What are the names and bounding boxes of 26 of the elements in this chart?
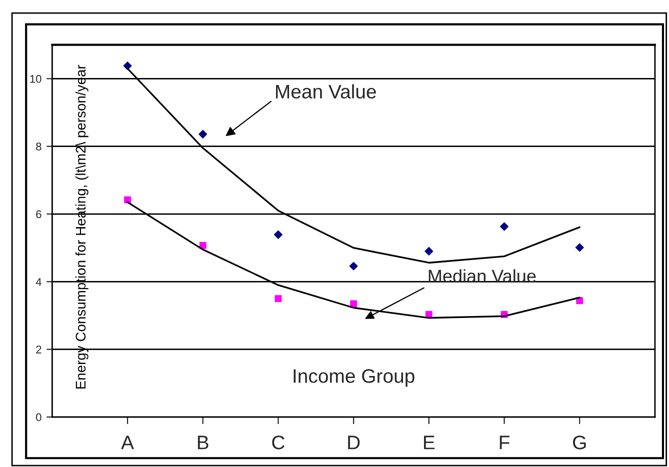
point: [198, 130, 208, 138]
point: [274, 295, 282, 302]
x-tick-label: A: [121, 436, 134, 450]
point: [349, 262, 358, 270]
x-tick-label: G: [573, 436, 586, 450]
x-tick-label: F: [500, 436, 510, 450]
y-tick-label: 4: [36, 278, 42, 286]
y-axis-title: Energy Consumption for Heating, (lt\m2\ person/year: [75, 64, 88, 389]
point: [350, 300, 358, 308]
y-tick-label: 10: [30, 74, 42, 83]
point: [424, 246, 434, 256]
y-tick-label: 6: [36, 210, 42, 218]
y-tick-label: 8: [36, 142, 42, 150]
point: [274, 230, 282, 239]
point: [575, 243, 584, 252]
annotation: Median Value: [428, 269, 536, 283]
y-tick-label: 0: [36, 413, 42, 422]
point: [199, 242, 206, 249]
x-tick-label: D: [348, 436, 360, 450]
x-axis-title: Income Group: [294, 369, 414, 387]
x-tick-label: C: [272, 436, 284, 450]
x-tick-label: E: [424, 436, 435, 450]
y-tick-label: 2: [36, 346, 42, 354]
annotation: Mean Value: [276, 84, 376, 99]
point: [500, 222, 509, 231]
x-tick-label: B: [198, 436, 208, 450]
